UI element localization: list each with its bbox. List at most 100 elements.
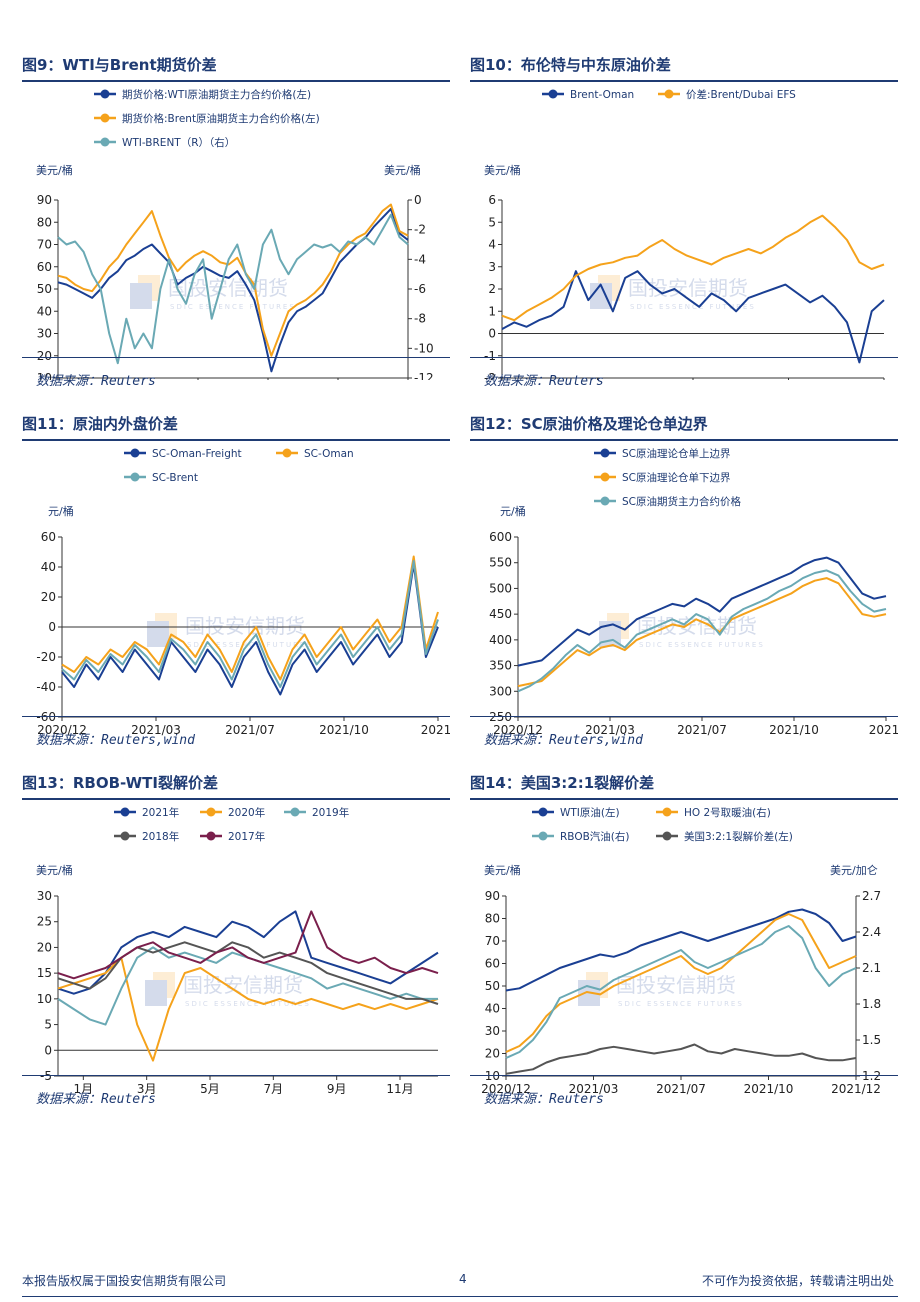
y-tick-label: 40 (485, 1002, 500, 1016)
x-tick-label: 2021/03 (131, 723, 181, 737)
y-tick-label: -40 (36, 680, 56, 694)
y-tick-label: 20 (37, 940, 52, 954)
legend-marker (120, 807, 130, 817)
x-tick-label: 11月 (386, 1082, 413, 1096)
legend-marker (100, 113, 110, 123)
y-tick-label: 0 (48, 620, 56, 634)
watermark: 国投安信期货 SDIC ESSENCE FUTURES (147, 613, 313, 649)
y-axis-unit-label: 美元/桶 (36, 863, 73, 877)
y-tick-label-right: -10 (414, 341, 434, 355)
y-tick-label: 20 (41, 590, 56, 604)
series-line (501, 214, 885, 322)
legend-label: SC原油期货主力合约价格 (622, 495, 741, 508)
y-tick-label: 450 (489, 607, 512, 621)
y-tick-label: 400 (489, 633, 512, 647)
watermark-subtext: SDIC ESSENCE FUTURES (187, 641, 313, 649)
series-line (505, 1043, 857, 1075)
x-tick-label: 3月 (137, 1082, 157, 1096)
legend-item: 2018年 (114, 830, 179, 843)
watermark-subtext: SDIC ESSENCE FUTURES (185, 1000, 311, 1008)
legend-item: SC-Oman (276, 448, 354, 460)
y-axis-unit-label-right: 美元/加仑 (830, 863, 878, 877)
series-line (505, 908, 857, 992)
y-tick-label: 20 (37, 349, 52, 363)
chart-fig9: 期货价格:WTI原油期货主力合约价格(左) 期货价格:Brent原油期货主力合约价… (36, 88, 434, 380)
divider (22, 716, 450, 717)
panel-fig11: 图11：原油内外盘价差 SC-Oman-Freight SC-Oman SC-Bre… (22, 411, 450, 756)
legend-marker (130, 472, 140, 482)
legend-marker (662, 807, 672, 817)
legend-label: WTI-BRENT（R）（右） (122, 136, 235, 149)
y-tick-label: 30 (37, 889, 52, 903)
watermark-text: 国投安信期货 (185, 614, 305, 638)
x-tick-label: 2021/03 (569, 1082, 619, 1096)
y-tick-label: 30 (485, 1024, 500, 1038)
y-tick-label-right: -4 (414, 252, 426, 266)
y-tick-label: 90 (485, 889, 500, 903)
series-line (505, 925, 857, 1059)
y-tick-label-right: -12 (414, 371, 434, 380)
legend-item: 2021年 (114, 806, 179, 819)
y-tick-label: 5 (488, 215, 496, 229)
panel-fig10: 图10：布伦特与中东原油价差 Brent-Oman 价差:Brent/Dubai … (470, 52, 898, 397)
watermark-logo-icon (147, 621, 169, 647)
y-tick-label: 550 (489, 556, 512, 570)
legend-item: SC-Brent (124, 472, 198, 484)
divider (470, 1075, 898, 1076)
y-tick-label: 50 (37, 282, 52, 296)
source-fig12: 数据来源：Reuters,wind (484, 733, 643, 748)
source-fig13: 数据来源：Reuters (36, 1092, 156, 1107)
y-tick-label: 6 (488, 193, 496, 207)
x-tick-label: 7月 (264, 1082, 284, 1096)
y-axis-unit-label: 美元/桶 (484, 163, 521, 177)
legend-marker (600, 496, 610, 506)
divider (470, 357, 898, 358)
y-tick-label: 60 (41, 530, 56, 544)
legend-item: 2020年 (200, 806, 265, 819)
legend-item: WTI-BRENT（R）（右） (94, 136, 235, 149)
x-tick-label: 2021/07 (677, 723, 727, 737)
y-tick-label-right: -8 (414, 312, 426, 326)
legend-label: 2020年 (228, 806, 265, 819)
y-tick-label: 2 (488, 282, 496, 296)
y-tick-label: 250 (489, 710, 512, 724)
y-axis-unit-label: 美元/桶 (484, 863, 521, 877)
series-line (517, 569, 887, 693)
series-line (61, 563, 439, 696)
y-tick-label: 10 (485, 1069, 500, 1083)
y-axis-unit-label-right: 美元/桶 (384, 163, 421, 177)
y-tick-label: 90 (37, 193, 52, 207)
y-tick-label-right: 1.2 (862, 1069, 881, 1083)
x-tick-label: 2021/ (869, 723, 898, 737)
y-tick-label: 10 (37, 992, 52, 1006)
x-tick-label: 9月 (327, 1082, 347, 1096)
watermark-logo-icon (586, 972, 608, 998)
series-line (57, 213, 409, 365)
watermark-subtext: SDIC ESSENCE FUTURES (170, 303, 296, 311)
y-tick-label: 40 (37, 304, 52, 318)
watermark-logo-icon (130, 283, 152, 309)
legend-marker (206, 831, 216, 841)
watermark-subtext: SDIC ESSENCE FUTURES (618, 1000, 744, 1008)
x-tick-label: 2020/12 (481, 1082, 531, 1096)
y-tick-label-right: -2 (414, 223, 426, 237)
legend-item: SC原油理论仓单上边界 (594, 447, 731, 460)
legend-marker (664, 89, 674, 99)
legend-item: 美国3:2:1裂解价差(左) (656, 830, 793, 843)
y-tick-label: -2 (484, 371, 496, 380)
legend-label: WTI原油(左) (560, 806, 620, 819)
series-line (61, 555, 439, 681)
x-tick-label: 5月 (200, 1082, 220, 1096)
y-tick-label: 600 (489, 530, 512, 544)
x-tick-label: 2021/07 (225, 723, 275, 737)
legend-label: SC-Oman-Freight (152, 448, 242, 460)
y-tick-label: 1 (488, 304, 496, 318)
x-tick-label: 1月 (74, 1082, 94, 1096)
y-axis-unit-label: 元/桶 (48, 504, 74, 518)
